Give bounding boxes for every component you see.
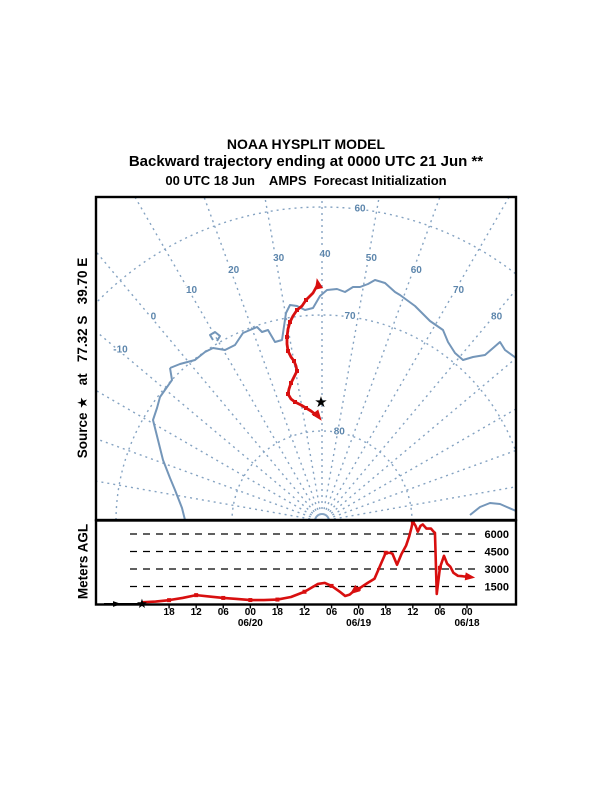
meridian-line [321, 197, 510, 520]
model-title: NOAA HYSPLIT MODEL [226, 136, 386, 152]
date-label: 06/19 [346, 618, 371, 629]
coastline-path [209, 331, 221, 342]
map-panel [96, 197, 516, 520]
antarctica-coastline [152, 279, 516, 520]
altitude-panel: 6000 4500 3000 1500 18 12 06 00 18 12 06 00 18 12 06 00… [104, 520, 509, 629]
meridian-line [96, 480, 321, 520]
altitude-marker [329, 583, 334, 588]
trajectory-path-map [285, 278, 324, 421]
time-tick-label: 18 [164, 607, 176, 618]
time-tick-label: 00 [353, 607, 365, 618]
lat-label: 60 [354, 203, 366, 214]
trajectory-marker [304, 298, 308, 302]
lon-label: -10 [113, 344, 128, 355]
meridian-line [96, 250, 323, 520]
altitude-gridline-label: 1500 [485, 581, 509, 593]
lon-label: 20 [228, 265, 240, 276]
time-tick-label: 06 [218, 607, 230, 618]
altitude-marker [437, 565, 442, 570]
trajectory-plot: -10 0 10 20 30 40 50 60 70 80 60 70 80 ★ 6000 4500 3000… [94, 195, 518, 629]
altitude-gridline-label: 6000 [485, 529, 509, 541]
trajectory-marker [286, 349, 290, 353]
altitude-marker [248, 598, 253, 603]
trajectory-marker [285, 335, 289, 339]
coastline-path [152, 367, 186, 520]
trajectory-marker [293, 400, 297, 404]
trajectory-arrow-icon [311, 409, 322, 421]
time-tick-label: 12 [407, 607, 419, 618]
lon-label: 80 [491, 311, 503, 322]
altitude-gridline-label: 3000 [485, 564, 509, 576]
time-tick-label: 18 [380, 607, 392, 618]
profile-panel-frame [94, 519, 518, 606]
trajectory-marker [289, 381, 293, 385]
lon-label: 30 [273, 253, 285, 264]
date-label: 06/18 [454, 618, 479, 629]
altitude-arrow-icon [349, 584, 361, 595]
time-tick-label: 00 [461, 607, 473, 618]
altitude-arrow-icon [464, 572, 476, 581]
altitude-marker [356, 586, 361, 591]
lon-label: 70 [453, 285, 465, 296]
trajectory-arrow-icon [314, 278, 324, 290]
altitude-gridline-label: 4500 [485, 546, 509, 558]
map-panel-frame [94, 195, 518, 522]
lat-label: 80 [334, 426, 346, 437]
time-tick-label: 12 [299, 607, 311, 618]
grid-labels: -10 0 10 20 30 40 50 60 70 80 60 70 80 ★ [112, 202, 504, 439]
latitude-circle [115, 314, 516, 520]
altitude-marker [302, 589, 307, 594]
altitude-profile-area [130, 520, 478, 604]
meridian-line [96, 330, 322, 520]
meridian-line [321, 288, 516, 520]
trajectory-marker [286, 392, 290, 396]
meridian-line [322, 408, 516, 520]
meridian-line [322, 357, 516, 520]
source-star-icon: ★ [314, 394, 327, 411]
trajectory-marker [288, 320, 292, 324]
date-label: 06/20 [238, 618, 263, 629]
coastline-path [469, 502, 516, 516]
trajectory-marker [295, 308, 299, 312]
meridian-line [134, 197, 323, 520]
lat-label: 70 [344, 311, 356, 322]
altitude-profile-line [141, 520, 470, 604]
altitude-axis-labels: 6000 4500 3000 1500 18 12 06 00 18 12 06 00 18 12 06 00… [104, 529, 509, 629]
lon-label: 10 [186, 285, 198, 296]
lon-label: 40 [319, 249, 331, 260]
time-tick-label: 06 [434, 607, 446, 618]
altitude-marker [194, 593, 199, 598]
time-tick-label: 00 [245, 607, 257, 618]
meridian-line [321, 197, 441, 520]
time-tick-label: 12 [191, 607, 203, 618]
trajectory-marker [295, 369, 299, 373]
lon-label: 60 [411, 265, 423, 276]
time-tick-label: 06 [326, 607, 338, 618]
meters-agl-label: Meters AGL [75, 523, 91, 600]
meridian-line [96, 389, 322, 520]
altitude-marker [167, 598, 172, 603]
altitude-marker [383, 550, 388, 555]
meridian-line [321, 197, 380, 520]
init-subtitle: 00 UTC 18 Jun AMPS Forecast Initializati… [165, 173, 447, 188]
altitude-marker [275, 597, 280, 602]
latlon-grid [96, 197, 516, 520]
meridian-line [264, 197, 323, 520]
meridian-line [322, 449, 516, 520]
time-tick-label: 18 [272, 607, 284, 618]
lon-label: 0 [151, 311, 157, 322]
trajectory-title: Backward trajectory ending at 0000 UTC 2… [128, 153, 484, 170]
meridian-line [203, 197, 323, 520]
coastline-path [169, 279, 516, 369]
lon-label: 50 [366, 253, 378, 264]
trajectory-marker [304, 406, 308, 410]
trajectory-marker [292, 359, 296, 363]
meridian-line [96, 437, 322, 520]
altitude-marker [221, 595, 226, 600]
meridian-line [323, 486, 516, 520]
altitude-marker [410, 520, 415, 524]
